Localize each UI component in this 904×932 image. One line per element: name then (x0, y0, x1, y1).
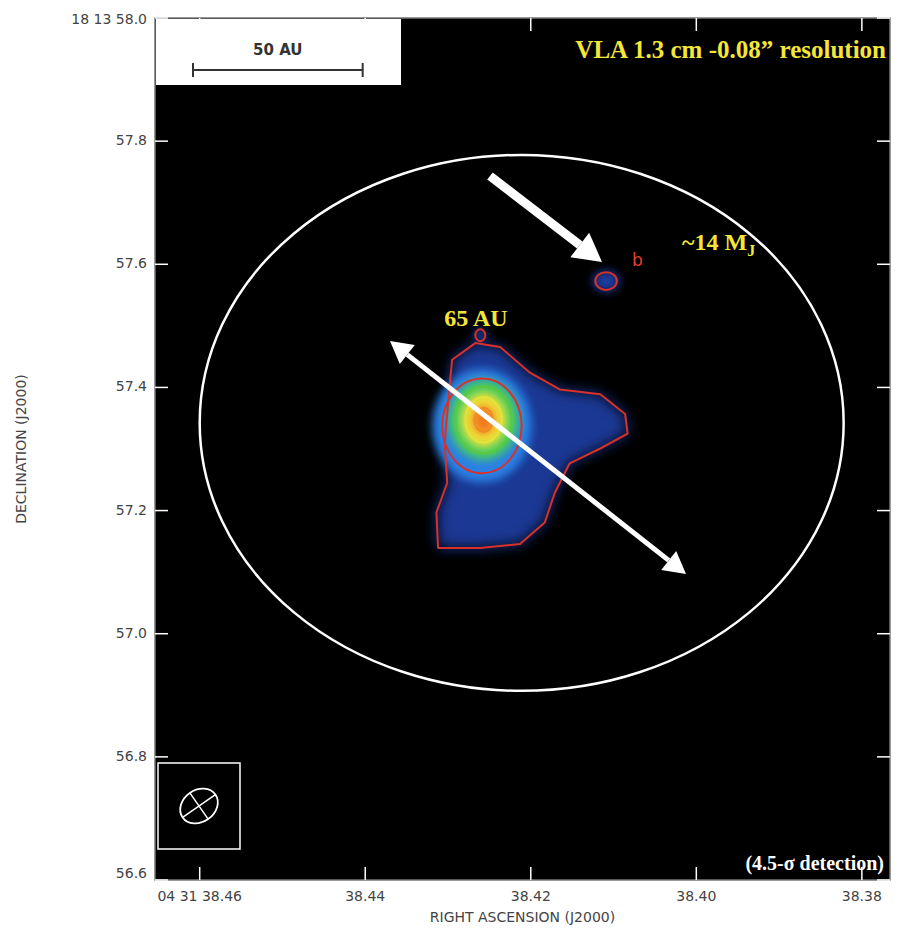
annotation-text: ~14 M (682, 229, 747, 255)
y-tick (877, 510, 890, 512)
y-tick-label: 57.6 (116, 255, 147, 271)
y-tick-label: 18 13 58.0 (71, 11, 147, 27)
figure: 04 31 38.46 38.44 38.42 38.40 38.38 18 13 58.… (0, 0, 904, 932)
x-axis-title: RIGHT ASCENSION (J2000) (430, 909, 615, 925)
arrow-head (661, 551, 686, 574)
annotation-subscript: J (747, 242, 755, 259)
beam (173, 781, 224, 830)
arrow-shaft (490, 176, 580, 245)
y-tick (155, 756, 168, 758)
y-tick (877, 264, 890, 266)
plot-background (155, 18, 890, 880)
y-tick-label: 56.6 (116, 865, 147, 881)
y-tick (877, 756, 890, 758)
x-tick-label: 38.40 (676, 888, 716, 904)
envelope-ellipse (200, 155, 844, 691)
scale-bar-box (156, 19, 401, 85)
scale-bar-cap (192, 63, 194, 77)
plot-area (200, 155, 844, 691)
contour (595, 272, 617, 290)
x-tick (861, 18, 863, 31)
y-tick (155, 633, 168, 635)
emission-fill (593, 270, 620, 291)
beam-axis (190, 793, 208, 819)
page-background (0, 0, 904, 932)
y-tick-label: 57.8 (116, 132, 147, 148)
beam-ellipse (173, 781, 224, 830)
contour (436, 343, 627, 548)
scale-bar (193, 69, 363, 71)
annotation: b (632, 250, 643, 270)
y-tick-label: 57.4 (116, 378, 147, 394)
plot-frame (155, 18, 890, 880)
annotation: ~14 MJ (682, 229, 755, 259)
y-tick (155, 17, 168, 19)
ticks (155, 18, 890, 880)
x-tick (696, 18, 698, 31)
y-tick (155, 879, 168, 881)
y-tick (877, 17, 890, 19)
x-tick-label: 38.42 (511, 888, 551, 904)
annotation: 65 AU (444, 305, 507, 331)
arrow-head (570, 233, 602, 262)
y-tick (155, 264, 168, 266)
scale-bar-cap (362, 63, 364, 77)
y-tick-label: 57.0 (116, 625, 147, 641)
arrows (390, 176, 686, 574)
y-tick-label: 57.2 (116, 502, 147, 518)
x-tick (530, 867, 532, 880)
y-tick-label: 56.8 (116, 748, 147, 764)
y-tick (877, 140, 890, 142)
annotation: (4.5-σ detection) (745, 852, 884, 875)
x-tick (530, 18, 532, 31)
y-axis-title: DECLINATION (J2000) (13, 374, 29, 524)
y-tick (155, 387, 168, 389)
y-tick (877, 879, 890, 881)
scale-bar-label: 50 AU (253, 41, 302, 59)
x-tick (696, 867, 698, 880)
x-tick (199, 867, 201, 880)
beam-box (158, 763, 240, 849)
contour (475, 329, 485, 341)
y-tick (877, 387, 890, 389)
arrow-shaft (407, 355, 668, 561)
x-tick-label: 04 31 38.46 (157, 888, 242, 904)
title: VLA 1.3 cm -0.08” resolution (575, 36, 886, 63)
x-tick-label: 38.44 (345, 888, 385, 904)
x-tick (364, 867, 366, 880)
arrow-head (390, 341, 415, 364)
x-tick-label: 38.38 (842, 888, 882, 904)
y-tick (877, 633, 890, 635)
y-tick (155, 140, 168, 142)
y-tick (155, 510, 168, 512)
